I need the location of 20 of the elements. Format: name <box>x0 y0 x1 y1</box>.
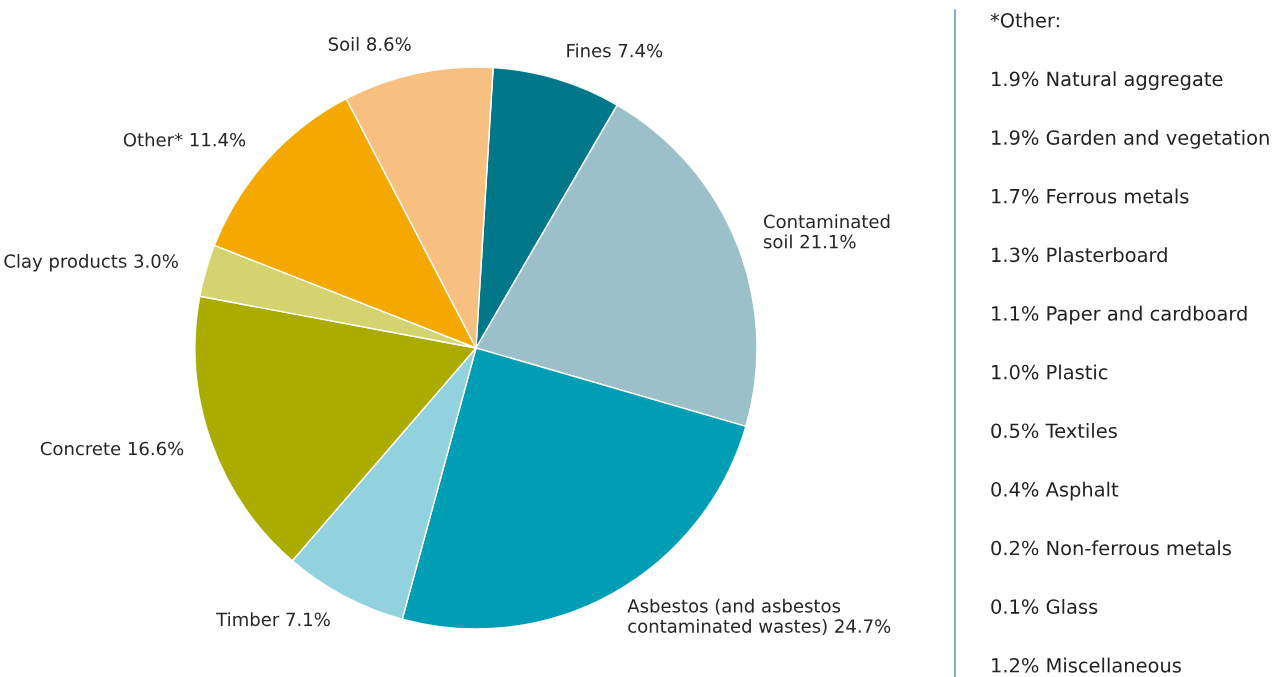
text: 1.2% Miscellaneous <box>992 657 1181 673</box>
text: 1.0% Plastic <box>992 364 1108 380</box>
text: 1.9% Natural aggregate <box>992 71 1223 91</box>
slice-label: Concrete 16.6% <box>40 441 184 456</box>
text: 0.2% Non-ferrous metals <box>991 540 1231 556</box>
text: *Other: <box>990 12 1059 28</box>
text: 0.5% Textiles <box>991 423 1117 439</box>
text: 1.1% Paper and cardboard <box>992 305 1247 325</box>
text: 1.7% Ferrous metals <box>992 188 1189 204</box>
slice-label: Clay products 3.0% <box>4 253 178 272</box>
slice-label: Soil 8.6% <box>328 36 411 51</box>
text: 0.4% Asphalt <box>991 481 1119 501</box>
slice-label: Contaminated soil 21.1% <box>763 214 890 249</box>
slice-label: Asbestos (and asbestos contaminated wastes) 24.7% <box>627 598 891 636</box>
slice-label: Timber 7.1% <box>216 612 330 627</box>
slice-label: Fines 7.4% <box>567 43 663 58</box>
text: 0.1% Glass <box>991 598 1098 615</box>
text: 1.3% Plasterboard <box>992 247 1167 263</box>
text: 1.9% Garden and vegetation <box>992 129 1269 149</box>
slice-label: Other* 11.4% <box>123 132 246 147</box>
